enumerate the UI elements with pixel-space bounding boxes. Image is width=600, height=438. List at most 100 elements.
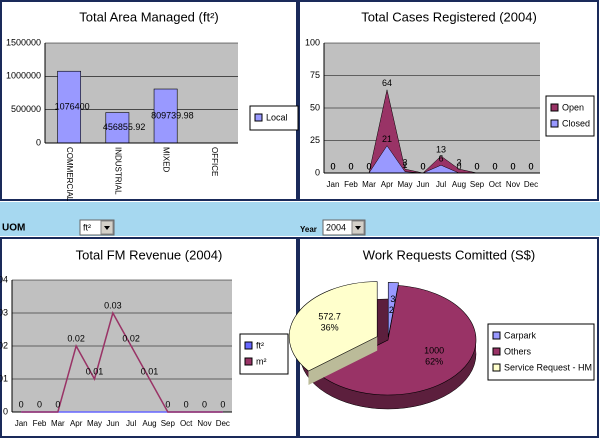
y-tick-label: 50 — [310, 102, 320, 112]
legend-label: Local — [266, 112, 288, 122]
data-label: 1000 — [424, 345, 444, 355]
chart-title: Total Area Managed (ft²) — [79, 9, 218, 24]
data-label: 0 — [330, 161, 335, 171]
x-tick-label: Nov — [197, 419, 211, 428]
data-label: 572.7 — [318, 312, 341, 322]
legend-label: m² — [256, 356, 267, 366]
legend-label: Carpark — [504, 330, 537, 340]
data-label: 0.02 — [122, 333, 140, 343]
y-tick-label: 0.03 — [0, 307, 8, 317]
data-label: 0 — [55, 399, 60, 409]
x-tick-label: Jun — [106, 419, 119, 428]
data-label: 1076400 — [55, 101, 90, 111]
x-tick-label: OFFICE — [210, 147, 219, 176]
data-label: 6 — [438, 154, 443, 164]
pie-side — [308, 281, 378, 385]
x-tick-label: Dec — [216, 419, 230, 428]
x-tick-label: May — [397, 180, 412, 189]
y-tick-label: 0.02 — [0, 340, 8, 350]
data-label: 0 — [474, 161, 479, 171]
y-tick-label: 1500000 — [6, 37, 41, 47]
data-label: 0.02 — [67, 333, 85, 343]
x-tick-label: Feb — [33, 419, 47, 428]
data-label: 0 — [528, 161, 533, 171]
line — [21, 311, 223, 413]
x-tick-label: Jul — [436, 180, 446, 189]
y-tick-label: 0.01 — [0, 373, 8, 383]
x-tick-label: COMMERCIAL — [65, 147, 74, 202]
data-label: 0 — [348, 161, 353, 171]
y-tick-label: 500000 — [11, 104, 41, 114]
pie-slice — [288, 281, 378, 372]
data-label: 0 — [202, 399, 207, 409]
legend-swatch — [244, 341, 253, 350]
uom-value: ft² — [83, 222, 91, 232]
data-label: 0.01 — [141, 366, 159, 376]
x-tick-label: MIXED — [162, 147, 171, 173]
uom-label: UOM — [2, 223, 25, 234]
data-label: 0 — [420, 161, 425, 171]
data-label: 21 — [382, 134, 392, 144]
y-tick-label: 0 — [3, 406, 8, 416]
y-tick-label: 25 — [310, 135, 320, 145]
x-tick-label: Mar — [51, 419, 65, 428]
legend-swatch — [244, 357, 253, 366]
x-tick-label: Dec — [524, 180, 538, 189]
x-tick-label: Aug — [452, 180, 466, 189]
data-label: 0.01 — [86, 366, 104, 376]
data-label: 0 — [165, 399, 170, 409]
x-tick-label: Apr — [381, 180, 394, 189]
data-label: 809739.98 — [151, 110, 194, 120]
x-tick-label: Oct — [180, 419, 193, 428]
data-label: 30 — [390, 294, 400, 304]
data-label: 0 — [456, 161, 461, 171]
data-label: 64 — [382, 78, 392, 88]
data-label: 0 — [19, 399, 24, 409]
data-label: 3 — [456, 157, 461, 167]
chart-title: Total Cases Registered (2004) — [361, 9, 537, 24]
x-tick-label: Jan — [15, 419, 28, 428]
data-label: 0 — [366, 161, 371, 171]
legend-swatch — [254, 113, 263, 122]
data-label: 0 — [420, 161, 425, 171]
data-label: 0 — [492, 161, 497, 171]
data-label: 0 — [330, 161, 335, 171]
data-label: 0 — [492, 161, 497, 171]
data-label: 0.03 — [104, 300, 122, 310]
legend-swatch — [492, 363, 501, 372]
x-tick-label: INDUSTRIAL — [113, 147, 122, 195]
legend-label: ft² — [256, 340, 264, 350]
y-tick-label: 1000000 — [6, 71, 41, 81]
data-label: 0 — [184, 399, 189, 409]
x-tick-label: Mar — [362, 180, 376, 189]
year-value: 2004 — [326, 222, 346, 232]
legend-label: Closed — [562, 118, 590, 128]
legend-swatch — [492, 331, 501, 340]
legend-box — [487, 323, 595, 381]
year-label: Year — [300, 225, 317, 234]
chart-title: Total FM Revenue (2004) — [76, 247, 223, 262]
legend-label: Others — [504, 346, 532, 356]
x-tick-label: Jul — [126, 419, 136, 428]
data-label: 0 — [510, 161, 515, 171]
x-tick-label: Apr — [70, 419, 83, 428]
x-tick-label: Oct — [489, 180, 502, 189]
x-tick-label: Jun — [417, 180, 430, 189]
legend-box — [239, 333, 289, 375]
y-tick-label: 100 — [305, 37, 320, 47]
legend-swatch — [550, 103, 559, 112]
data-label: 13 — [436, 144, 446, 154]
y-tick-label: 0 — [36, 137, 41, 147]
y-tick-label: 75 — [310, 70, 320, 80]
x-tick-label: Jan — [327, 180, 340, 189]
data-label: 0 — [474, 161, 479, 171]
legend-label: Service Request - HM — [504, 362, 592, 372]
data-label: 0 — [220, 399, 225, 409]
legend-box — [545, 95, 595, 137]
legend-label: Open — [562, 102, 584, 112]
percent-label: 62% — [425, 356, 443, 366]
data-label: 0 — [37, 399, 42, 409]
legend-swatch — [550, 119, 559, 128]
chart-title: Work Requests Comitted (S$) — [363, 247, 535, 262]
data-label: 0 — [528, 161, 533, 171]
